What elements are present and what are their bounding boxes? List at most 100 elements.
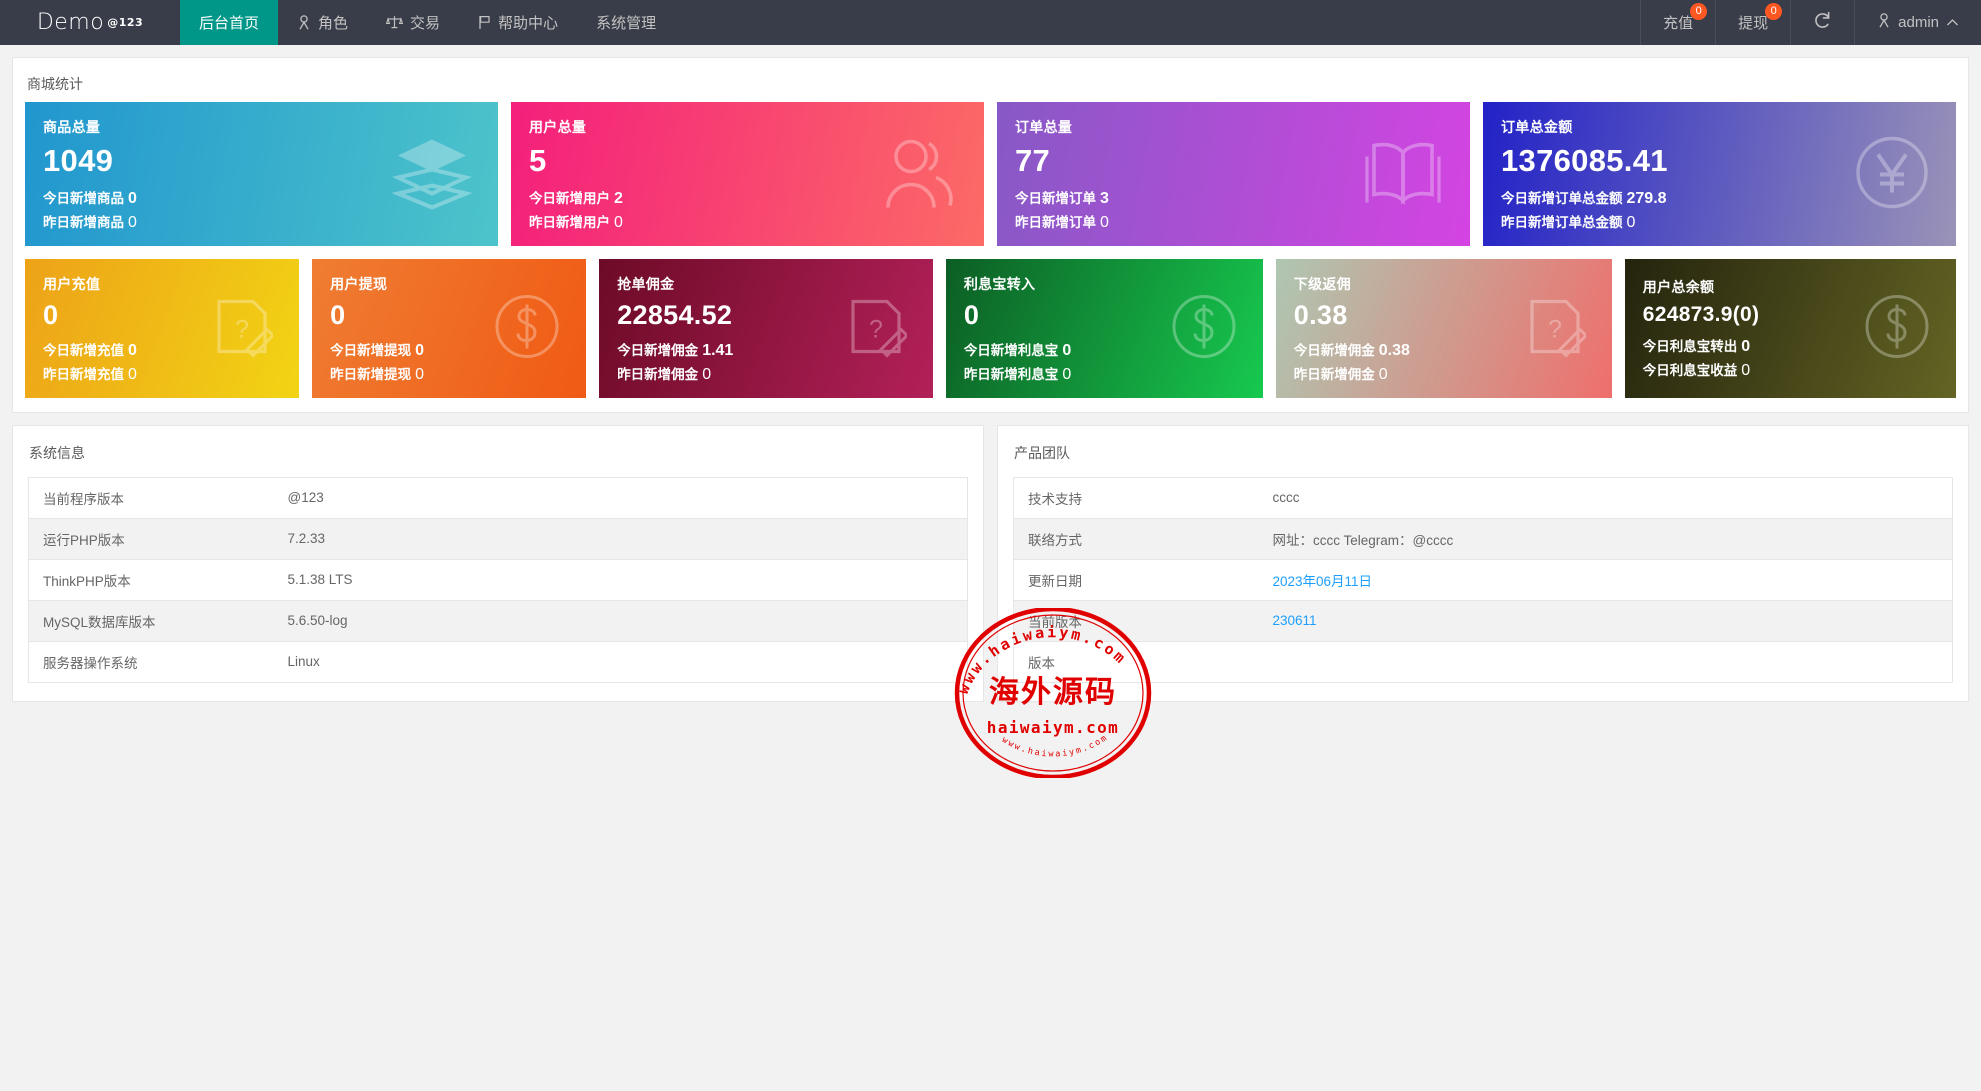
row-key: 版本: [1013, 640, 1259, 683]
card-value: 1376085.41: [1501, 143, 1668, 178]
row-value: cccc: [1258, 476, 1953, 519]
card-label: 用户总量: [529, 119, 587, 135]
table-row: 联络方式 网址：cccc Telegram：@cccc: [1013, 517, 1953, 560]
card-today-label: 今日新增提现: [330, 342, 412, 358]
card-yesterday-label: 今日利息宝收益: [1642, 363, 1738, 379]
card-value: 624873.9(0): [1642, 303, 1760, 327]
nav-item-label: 帮助中心: [498, 15, 559, 32]
top-header: Demo @123 后台首页 角色 交易 帮助中心 系统管理: [0, 0, 1981, 45]
card-today-label: 今日新增订单: [1015, 190, 1096, 206]
table-row: MySQL数据库版本 5.6.50-log: [28, 599, 968, 642]
card-yesterday-value: 0: [1100, 213, 1109, 231]
card-today-value: 0: [1741, 338, 1751, 356]
card-label: 用户总余额: [1642, 279, 1715, 296]
card-value: 0: [330, 299, 346, 330]
stat-card-user-total-balance[interactable]: 用户总余额 624873.9(0) 今日利息宝转出 0 今日利息宝收益 0: [1624, 258, 1956, 398]
card-yesterday-label: 昨日新增提现: [330, 366, 412, 382]
stat-card-grab-commission[interactable]: 抢单佣金 22854.52 今日新增佣金 1.41 昨日新增佣金 0 ?: [599, 258, 933, 398]
current-version-link[interactable]: 230611: [1272, 613, 1317, 629]
card-yesterday-value: 0: [415, 365, 424, 383]
stat-card-total-orders[interactable]: 订单总量 77 今日新增订单 3 昨日新增订单 0: [997, 102, 1470, 246]
refresh-button[interactable]: [1790, 0, 1854, 45]
stat-card-total-order-amount[interactable]: 订单总金额 1376085.41 今日新增订单总金额 279.8 昨日新增订单总金…: [1483, 102, 1956, 246]
card-today: 今日新增佣金 1.41: [617, 339, 915, 360]
row-key: 技术支持: [1013, 476, 1259, 519]
nav-item-help[interactable]: 帮助中心: [459, 0, 577, 45]
card-today-value: 2: [614, 189, 623, 207]
card-today-label: 今日利息宝转出: [1642, 339, 1738, 355]
table-row: 技术支持 cccc: [1013, 476, 1953, 519]
withdraw-badge: 0: [1765, 3, 1783, 20]
user-menu[interactable]: admin: [1854, 0, 1981, 45]
scales-icon: [386, 15, 404, 30]
card-yesterday-value: 0: [1378, 365, 1388, 383]
stat-card-row-1: 商品总量 1049 今日新增商品 0 昨日新增商品 0 用户总量 5 今日新增用户 2…: [25, 102, 1956, 246]
card-today-value: 1.41: [702, 341, 734, 359]
card-yesterday: 昨日新增用户 0: [529, 211, 966, 232]
card-today: 今日利息宝转出 0: [1643, 335, 1938, 356]
app-logo[interactable]: Demo @123: [0, 0, 180, 45]
recharge-button[interactable]: 充值 0: [1640, 0, 1715, 45]
card-yesterday-value: 0: [614, 213, 623, 231]
update-date-link[interactable]: 2023年06月11日: [1272, 573, 1373, 589]
card-label: 商品总量: [43, 119, 101, 135]
card-today: 今日新增用户 2: [529, 187, 966, 208]
nav-item-label: 后台首页: [199, 15, 260, 32]
card-yesterday-value: 0: [128, 213, 137, 231]
nav-item-label: 系统管理: [596, 15, 657, 32]
row-key: 运行PHP版本: [28, 517, 274, 560]
card-today: 今日新增订单 3: [1015, 187, 1452, 208]
nav-item-trade[interactable]: 交易: [367, 0, 459, 45]
card-yesterday: 昨日新增佣金 0: [1294, 363, 1594, 384]
watermark-bottom-text: www.haiwaiym.com: [1000, 732, 1108, 759]
card-today: 今日新增佣金 0.38: [1294, 339, 1594, 360]
table-row: 当前版本 230611: [1013, 599, 1953, 642]
card-value: 77: [1015, 143, 1051, 178]
stat-card-total-products[interactable]: 商品总量 1049 今日新增商品 0 昨日新增商品 0: [25, 102, 498, 246]
stat-card-user-withdraw[interactable]: 用户提现 0 今日新增提现 0 昨日新增提现 0: [312, 258, 587, 398]
card-yesterday-label: 昨日新增用户: [529, 214, 610, 230]
card-today-label: 今日新增利息宝: [963, 342, 1059, 358]
nav-item-role[interactable]: 角色: [278, 0, 367, 45]
stat-card-total-users[interactable]: 用户总量 5 今日新增用户 2 昨日新增用户 0: [511, 102, 984, 246]
row-value: @123: [273, 476, 968, 519]
stat-card-sub-rebate[interactable]: 下级返佣 0.38 今日新增佣金 0.38 昨日新增佣金 0 ?: [1275, 258, 1612, 398]
nav-item-dashboard[interactable]: 后台首页: [180, 0, 279, 45]
card-today: 今日新增利息宝 0: [964, 339, 1245, 360]
card-yesterday: 今日利息宝收益 0: [1643, 359, 1938, 380]
stat-card-interest-transfer-in[interactable]: 利息宝转入 0 今日新增利息宝 0 昨日新增利息宝 0: [945, 258, 1263, 398]
card-value: 0: [963, 299, 980, 330]
row-value: 5.1.38 LTS: [273, 558, 968, 601]
row-key: 联络方式: [1013, 517, 1259, 560]
header-right-actions: 充值 0 提现 0 admin: [1640, 0, 1981, 45]
row-value: 230611: [1258, 599, 1953, 642]
mall-statistics-panel: 商城统计 商品总量 1049 今日新增商品 0 昨日新增商品 0 用户总量 5: [12, 57, 1969, 413]
nav-item-system[interactable]: 系统管理: [577, 0, 675, 45]
card-yesterday: 昨日新增利息宝 0: [964, 363, 1245, 384]
card-today: 今日新增商品 0: [43, 187, 480, 208]
table-row: 当前程序版本 @123: [28, 476, 968, 519]
refresh-icon: [1813, 11, 1832, 34]
main-nav: 后台首页 角色 交易 帮助中心 系统管理: [180, 0, 675, 45]
table-row: 运行PHP版本 7.2.33: [28, 517, 968, 560]
nav-item-label: 角色: [318, 15, 349, 32]
card-today-label: 今日新增商品: [43, 190, 124, 206]
table-row: ThinkPHP版本 5.1.38 LTS: [28, 558, 968, 601]
card-yesterday: 昨日新增订单总金额 0: [1501, 211, 1938, 232]
card-yesterday: 昨日新增订单 0: [1015, 211, 1452, 232]
card-today-value: 0: [128, 341, 137, 359]
card-yesterday-label: 昨日新增订单: [1015, 214, 1096, 230]
card-yesterday-value: 0: [128, 365, 137, 383]
row-key: 服务器操作系统: [28, 640, 274, 683]
stat-cards-wrap: 商品总量 1049 今日新增商品 0 昨日新增商品 0 用户总量 5 今日新增用户 2…: [13, 102, 1968, 412]
withdraw-button[interactable]: 提现 0: [1715, 0, 1790, 45]
product-team-panel: 产品团队 技术支持 cccc 联络方式 网址：cccc Telegram：@cc…: [997, 424, 1969, 702]
recharge-label: 充值: [1663, 15, 1694, 32]
card-today-label: 今日新增佣金: [617, 342, 699, 358]
user-icon: [297, 15, 311, 30]
row-key: MySQL数据库版本: [28, 599, 274, 642]
row-key: 更新日期: [1013, 558, 1259, 601]
card-yesterday: 昨日新增提现 0: [330, 363, 568, 384]
stat-card-user-recharge[interactable]: 用户充值 0 今日新增充值 0 昨日新增充值 0 ?: [25, 258, 300, 398]
card-yesterday-value: 0: [1626, 213, 1636, 231]
